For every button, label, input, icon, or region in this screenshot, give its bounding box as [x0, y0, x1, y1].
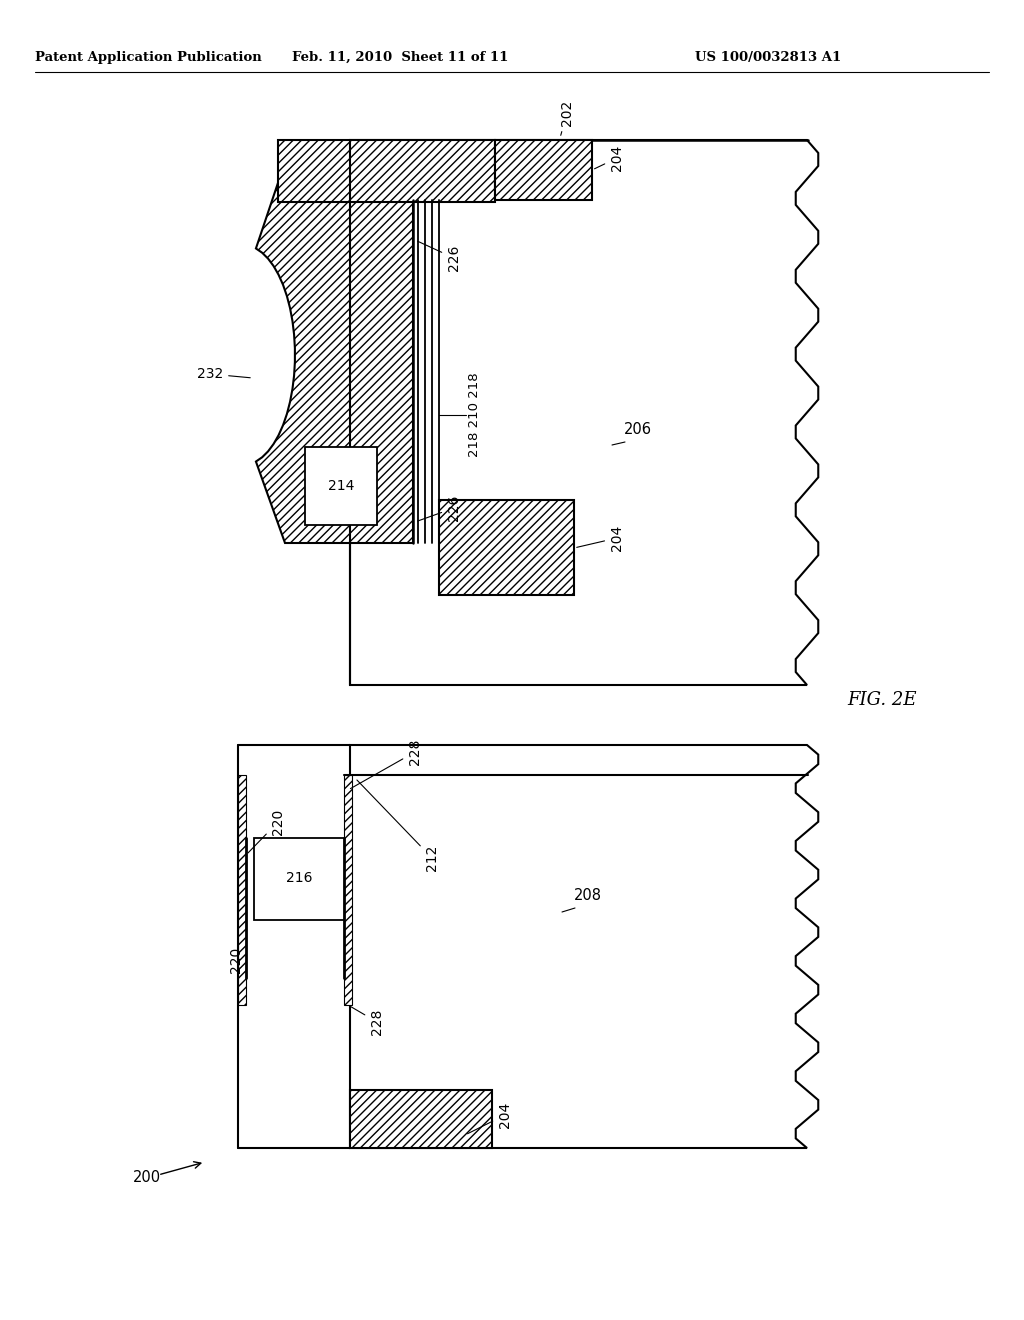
Bar: [344, 775, 352, 1005]
Text: 206: 206: [624, 422, 652, 437]
Text: 214: 214: [328, 479, 354, 492]
Text: 204: 204: [468, 1102, 512, 1134]
Text: FIG. 2E: FIG. 2E: [847, 690, 916, 709]
Text: Patent Application Publication: Patent Application Publication: [35, 50, 262, 63]
Text: 228: 228: [350, 739, 422, 788]
Text: 212: 212: [357, 780, 439, 871]
Text: 204: 204: [595, 145, 624, 172]
Bar: [439, 500, 574, 595]
Bar: [495, 140, 592, 201]
Bar: [305, 447, 377, 525]
Polygon shape: [256, 162, 413, 543]
Bar: [238, 775, 246, 1005]
Text: 220: 220: [229, 946, 246, 973]
Text: 226: 226: [418, 495, 461, 521]
Text: 226: 226: [418, 242, 461, 271]
Text: 228: 228: [350, 1006, 384, 1035]
Text: 232: 232: [197, 367, 250, 381]
Text: 200: 200: [133, 1171, 161, 1185]
Text: 202: 202: [560, 100, 574, 136]
Text: US 100/0032813 A1: US 100/0032813 A1: [695, 50, 842, 63]
Text: 204: 204: [577, 525, 624, 552]
Text: 208: 208: [574, 887, 602, 903]
Polygon shape: [350, 140, 818, 685]
Text: 220: 220: [248, 809, 285, 853]
Bar: [254, 838, 344, 920]
Bar: [278, 140, 495, 202]
Text: Feb. 11, 2010  Sheet 11 of 11: Feb. 11, 2010 Sheet 11 of 11: [292, 50, 508, 63]
Bar: [350, 1090, 492, 1148]
Text: 216: 216: [286, 871, 312, 884]
Polygon shape: [350, 744, 818, 1148]
Text: 218 210 218: 218 210 218: [468, 372, 481, 457]
